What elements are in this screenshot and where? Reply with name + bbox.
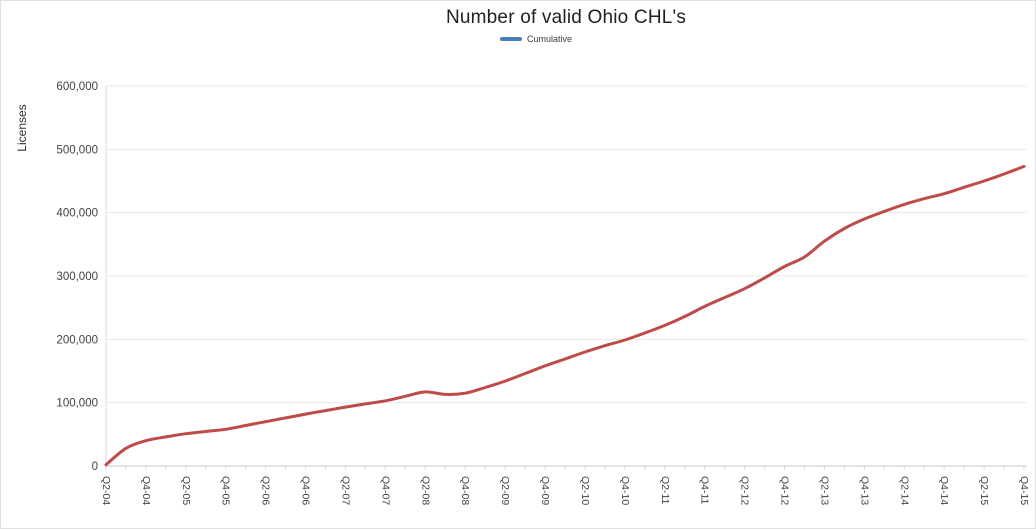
x-tick-label: Q4-13 <box>858 476 870 505</box>
x-tick-label: Q2-15 <box>978 476 990 505</box>
y-tick-label: 300,000 <box>56 271 98 283</box>
x-tick-label: Q4-05 <box>220 476 232 505</box>
y-tick-label: 600,000 <box>56 81 98 93</box>
legend: Cumulative <box>106 34 966 44</box>
y-tick-label: 100,000 <box>56 398 98 410</box>
chart-title: Number of valid Ohio CHL's <box>445 7 687 28</box>
x-tick-label: Q2-12 <box>739 476 751 505</box>
x-tick-label: Q4-04 <box>140 476 152 505</box>
x-tick-label: Q2-13 <box>818 476 830 505</box>
x-tick-label: Q4-06 <box>300 476 312 505</box>
x-tick-label: Q2-05 <box>180 476 192 505</box>
x-tick-label: Q4-10 <box>619 476 631 505</box>
x-tick-label: Q4-15 <box>1018 476 1030 505</box>
x-tick-label: Q2-08 <box>419 476 431 505</box>
x-tick-label: Q4-14 <box>938 476 950 505</box>
legend-label-cumulative: Cumulative <box>526 34 573 44</box>
x-tick-label: Q2-11 <box>659 476 671 505</box>
series-line-cumulative <box>104 164 1026 467</box>
x-tick-label: Q4-08 <box>459 476 471 505</box>
x-tick-label: Q4-09 <box>539 476 551 505</box>
x-tick-label: Q4-12 <box>779 476 791 505</box>
x-tick-label: Q2-14 <box>898 476 910 505</box>
x-tick-label: Q2-10 <box>579 476 591 505</box>
x-tick-label: Q2-04 <box>100 476 112 505</box>
y-tick-label: 400,000 <box>56 208 98 220</box>
x-tick-label: Q2-09 <box>499 476 511 505</box>
y-tick-label: 200,000 <box>56 334 98 346</box>
legend-swatch-cumulative <box>499 37 522 41</box>
x-tick-label: Q2-07 <box>339 476 351 505</box>
x-tick-label: Q4-11 <box>699 476 711 505</box>
x-tick-label: Q2-06 <box>260 476 272 505</box>
x-tick-label: Q4-07 <box>379 476 391 505</box>
y-tick-label: 0 <box>92 461 98 473</box>
y-tick-label: 500,000 <box>56 144 98 156</box>
